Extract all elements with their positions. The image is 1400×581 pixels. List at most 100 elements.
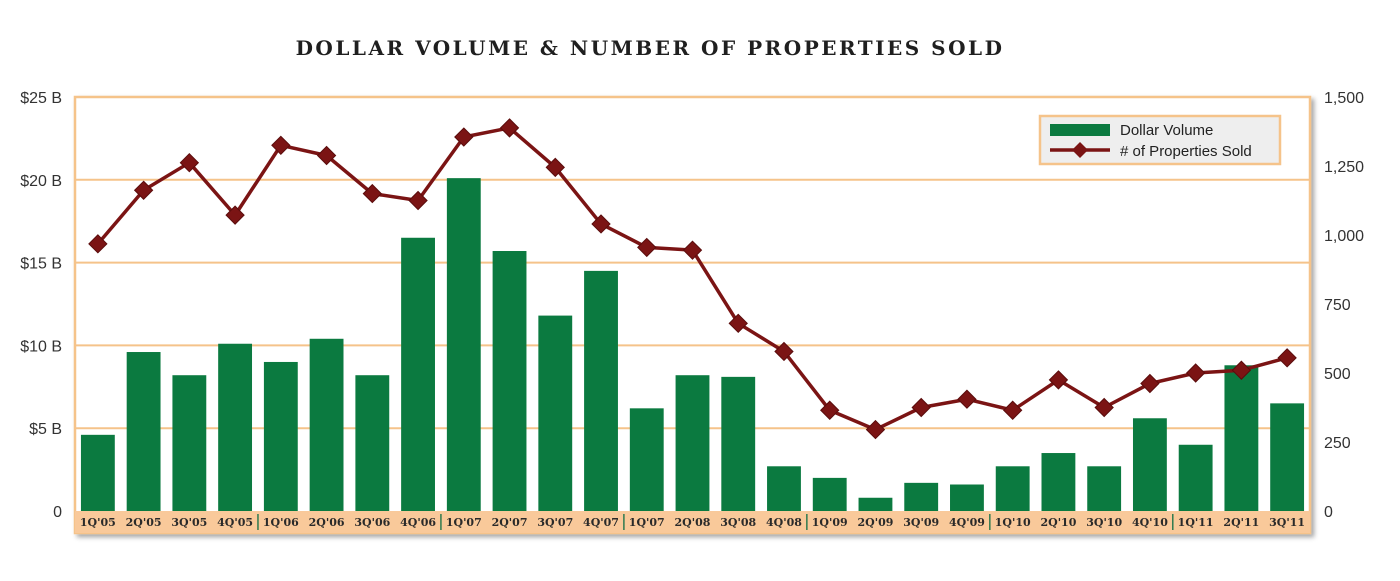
x-tick-label: 2Q'11 (1223, 516, 1259, 529)
x-tick-label: 4Q'08 (766, 516, 802, 529)
x-tick-label: 1Q'07 (446, 516, 482, 529)
series-marker (911, 397, 931, 418)
series-marker (179, 152, 200, 173)
x-tick-label: 2Q'07 (492, 516, 528, 529)
right-tick-label: 0 (1324, 504, 1333, 521)
x-tick-label: 4Q'06 (400, 516, 436, 529)
right-axis: 0 250 500 750 1,000 1,250 1,500 (1324, 90, 1364, 521)
bar (309, 338, 344, 511)
series-marker (1277, 348, 1297, 368)
x-axis-band-fill (75, 511, 1310, 533)
bar (1178, 444, 1213, 511)
bar (355, 375, 390, 511)
series-marker (591, 214, 611, 234)
bar (675, 375, 710, 511)
right-tick-label: 1,250 (1324, 159, 1364, 176)
x-tick-label: 3Q'06 (354, 516, 390, 529)
legend-swatch-bar (1050, 124, 1110, 136)
bar (446, 178, 481, 512)
right-tick-label: 750 (1324, 297, 1351, 314)
dollar-volume-bars (80, 178, 1305, 512)
series-marker (545, 157, 565, 178)
legend: Dollar Volume # of Properties Sold (1038, 114, 1282, 166)
x-tick-label: 4Q'05 (217, 516, 253, 529)
series-marker (454, 127, 474, 147)
series-marker (1094, 397, 1114, 418)
bar (858, 497, 893, 511)
bar (172, 375, 207, 511)
bar (80, 434, 115, 511)
left-tick-label: $20 B (20, 173, 62, 190)
x-tick-label: 3Q'05 (171, 516, 207, 529)
bar (218, 343, 253, 511)
bar (767, 466, 801, 511)
x-tick-label: 1Q'07 (629, 516, 665, 529)
series-marker (316, 145, 337, 166)
right-tick-label: 1,000 (1324, 228, 1364, 245)
series-marker (408, 190, 428, 211)
series-marker (1185, 363, 1206, 383)
bar (1132, 418, 1167, 511)
series-marker (88, 234, 108, 254)
properties-sold-line (88, 118, 1297, 440)
series-marker (820, 400, 840, 420)
x-tick-label: 2Q'10 (1040, 516, 1076, 529)
series-marker (957, 389, 977, 409)
x-tick-label: 3Q'07 (537, 516, 573, 529)
legend-label-dollar-volume: Dollar Volume (1120, 122, 1213, 139)
series-marker (1002, 400, 1023, 420)
right-tick-label: 1,500 (1324, 90, 1364, 107)
bar (492, 251, 527, 511)
bar (584, 270, 618, 511)
x-tick-label: 1Q'10 (995, 516, 1031, 529)
right-tick-label: 250 (1324, 435, 1351, 452)
bar (263, 361, 298, 511)
x-tick-label: 1Q'05 (80, 516, 116, 529)
bar (401, 237, 435, 511)
left-tick-label: $10 B (20, 338, 62, 355)
left-tick-label: 0 (53, 504, 62, 521)
x-tick-label: 1Q'09 (812, 516, 848, 529)
bar (1087, 466, 1122, 511)
right-tick-label: 500 (1324, 366, 1351, 383)
bar (629, 408, 664, 511)
series-marker (1048, 370, 1069, 390)
chart-title: DOLLAR VOLUME & NUMBER OF PROPERTIES SOL… (295, 36, 1005, 60)
series-marker (271, 135, 291, 156)
series-marker (499, 118, 520, 138)
bar (1041, 453, 1076, 511)
gridlines (75, 96, 1310, 430)
series-marker (865, 419, 886, 440)
series-marker (728, 313, 748, 334)
bar (1270, 403, 1305, 511)
bar (904, 482, 939, 511)
x-tick-label: 1Q'11 (1178, 516, 1214, 529)
x-tick-label: 4Q'10 (1132, 516, 1168, 529)
x-tick-label: 3Q'08 (720, 516, 756, 529)
left-tick-label: $15 B (20, 256, 62, 273)
legend-swatch-marker (1072, 142, 1088, 158)
series-marker (133, 180, 154, 200)
x-tick-label: 3Q'10 (1086, 516, 1122, 529)
x-tick-label: 2Q'05 (126, 516, 162, 529)
x-axis-band: 1Q'05 2Q'05 3Q'05 4Q'05 1Q'06 2Q'06 3Q'06 4Q'06… (75, 511, 1310, 533)
series-marker (225, 205, 245, 225)
series-marker (1231, 360, 1252, 380)
x-tick-label: 2Q'08 (675, 516, 711, 529)
bar (950, 484, 984, 511)
bar (995, 466, 1030, 511)
series-marker (362, 183, 383, 204)
x-tick-label: 1Q'06 (263, 516, 299, 529)
left-tick-label: $5 B (29, 421, 62, 438)
x-tick-label: 2Q'09 (858, 516, 894, 529)
series-marker (1140, 373, 1160, 394)
bar (721, 376, 756, 511)
bar (812, 477, 847, 511)
series-marker (637, 237, 657, 258)
series-marker (774, 341, 794, 362)
bar (126, 352, 161, 511)
legend-label-properties-sold: # of Properties Sold (1120, 143, 1252, 160)
x-tick-label: 4Q'07 (583, 516, 619, 529)
bar (538, 315, 573, 511)
